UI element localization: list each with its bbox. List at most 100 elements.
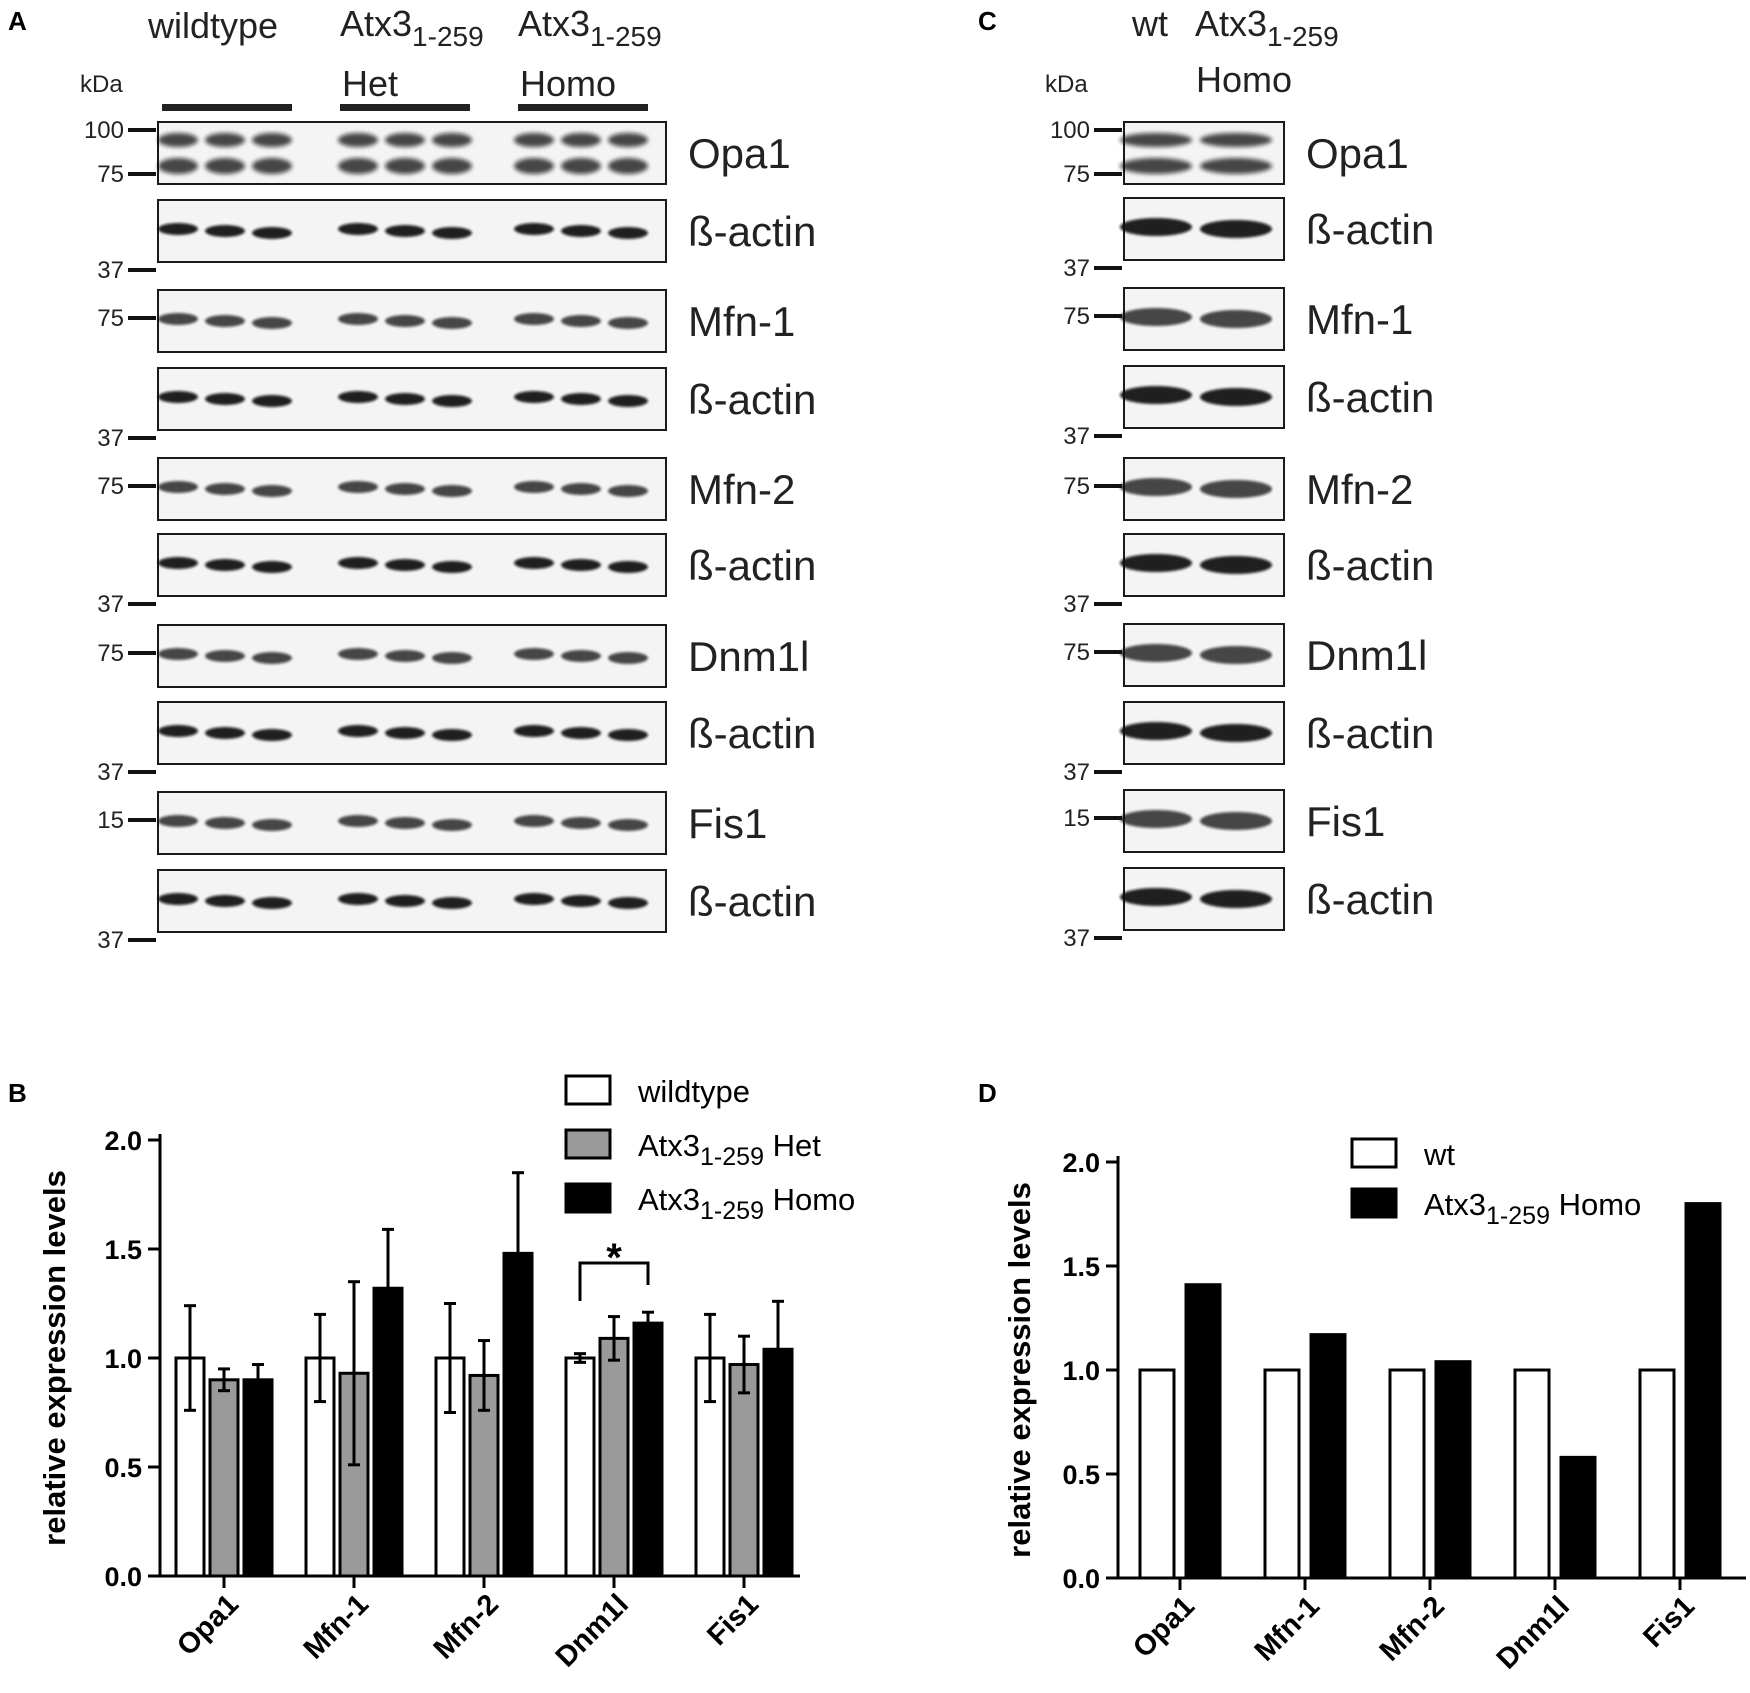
band [205,895,245,907]
band [338,481,378,493]
band [252,897,292,909]
chart-b-bar-opa1-s1 [208,1378,240,1578]
chart-d-bar-dnm1l-s0 [1513,1368,1551,1580]
band [158,391,198,403]
blot-frame [1123,121,1285,185]
band [514,158,554,174]
chart-d-legend-label-0: wt [1423,1137,1455,1172]
chart-d-legend-post: Homo [1550,1187,1641,1222]
marker-label-75: 75 [97,640,124,667]
chart-d-bar-opa1-s0 [1138,1368,1176,1580]
band [385,559,425,571]
band [338,158,378,174]
chart-b-y-tick-label: 2.0 [104,1126,142,1156]
band [338,815,378,827]
marker-label-37: 37 [1063,423,1090,450]
band [205,727,245,739]
chart-d-bar-mfn-2-s0 [1388,1368,1426,1580]
band [1200,133,1272,147]
group-label-homo: Atx31-259 [518,3,662,52]
chart-b-legend-sub: 1-259 [700,1143,764,1171]
band [338,893,378,905]
blot-label-b-actin: ß-actin [1306,542,1434,589]
band [252,227,292,239]
chart-d-legend-name: Atx3 [1424,1187,1486,1222]
blot-label-mfn-1: Mfn-1 [688,298,795,345]
chart-b-bar-dnm1l-s1 [598,1336,630,1578]
marker-label-37: 37 [97,257,124,284]
blot-label-mfn-2: Mfn-2 [1306,466,1413,513]
band [432,819,472,831]
panel-a-blot-7: 75 Dnm1l [97,624,809,688]
chart-b-bar-dnm1l-s0 [564,1356,596,1578]
band [561,483,601,495]
chart-b-bar-fis1-s0 [694,1356,726,1578]
chart-b-y-axis-label: relative expression levels [37,1170,72,1546]
marker-label-15: 15 [97,807,124,834]
band [514,133,554,147]
chart-b-x-tick-label-fis1: Fis1 [701,1588,765,1652]
chart-d-bar-mfn-2-s1 [1434,1360,1472,1580]
band [205,559,245,571]
chart-b-y-tick-label: 0.0 [104,1562,142,1592]
band [385,483,425,495]
band [1120,158,1192,174]
band [385,895,425,907]
band [252,395,292,407]
marker-label-15: 15 [1063,805,1090,832]
band [514,313,554,325]
panel-a-blot-4: 37 ß-actin [97,367,816,452]
group-bar-homo [518,104,648,111]
chart-b-legend-name: Atx3 [638,1128,700,1163]
band [385,393,425,405]
chart-b-legend-swatch-2 [564,1182,612,1214]
chart-b-x-tick-label-opa1: Opa1 [171,1588,245,1662]
band [1200,220,1272,238]
chart-b-bar-mfn-2-s0 [434,1356,466,1578]
blot-label-opa1: Opa1 [1306,130,1409,177]
band [1120,554,1192,572]
band [1120,386,1192,404]
marker-label-37: 37 [1063,759,1090,786]
panel-c-blot-9: 15 Fis1 [1063,789,1385,853]
blot-label-dnm1l: Dnm1l [688,633,809,680]
band [561,393,601,405]
group-label-het-line2: Het [342,63,398,104]
band [608,227,648,239]
kda-label: kDa [80,71,123,98]
panel-c-header: kDa wt Atx31-259 Homo [1045,3,1339,100]
band [561,895,601,907]
band [432,729,472,741]
chart-d-y-tick-label: 2.0 [1062,1148,1100,1178]
chart-d-legend-name: wt [1423,1137,1455,1172]
band [432,485,472,497]
chart-d-x-tick-label-mfn-1: Mfn-1 [1249,1590,1326,1667]
band [385,315,425,327]
band [1200,812,1272,830]
band [205,133,245,147]
chart-b-x-tick-label-dnm1l: Dnm1l [550,1588,635,1673]
group-label-het: Atx31-259 [340,3,484,52]
band [514,725,554,737]
chart-d-y-tick-label: 0.5 [1062,1460,1100,1490]
band [158,223,198,235]
band [338,648,378,660]
blot-label-fis1: Fis1 [1306,798,1385,845]
panel-a-header: kDa wildtype Atx31-259 Het Atx31-259 Hom… [80,3,662,111]
marker-label-75: 75 [97,161,124,188]
marker-label-75: 75 [1063,473,1090,500]
marker-label-100: 100 [84,117,124,144]
panel-c-blot-4: 37 ß-actin [1063,365,1434,450]
band [1200,480,1272,498]
band [1200,556,1272,574]
band [158,815,198,827]
blot-label-mfn-2: Mfn-2 [688,466,795,513]
band [514,815,554,827]
marker-label-37: 37 [97,927,124,954]
blot-label-b-actin: ß-actin [688,542,816,589]
band [385,133,425,147]
blot-label-b-actin: ß-actin [688,710,816,757]
band [338,133,378,147]
band [432,897,472,909]
panel-a-blot-8: 37 ß-actin [97,701,816,786]
